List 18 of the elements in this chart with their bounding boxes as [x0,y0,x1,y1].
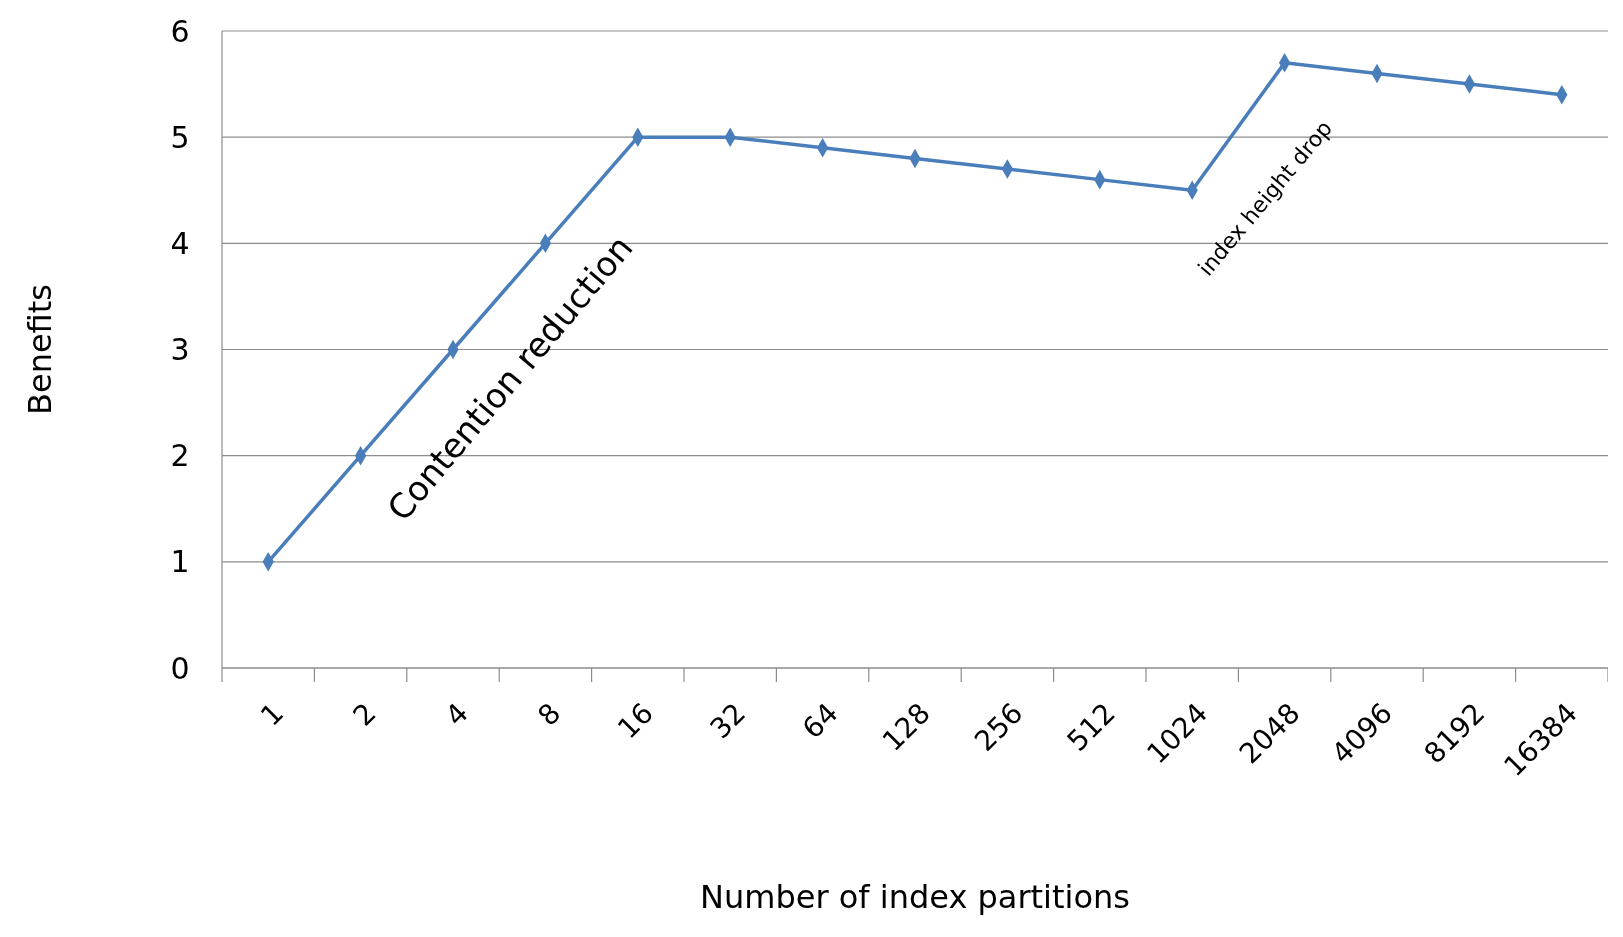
y-tick-label: 3 [170,332,190,367]
x-tick-label: 2 [346,696,383,733]
x-tick-label: 64 [795,696,845,746]
y-tick-label: 5 [170,119,190,155]
y-axis-title: Benefits [21,284,60,415]
x-tick-label: 1 [254,696,291,733]
x-tick-label: 4 [438,696,475,733]
y-tick-label: 2 [170,438,190,474]
y-tick-label: 0 [170,650,190,686]
y-tick-label: 1 [170,544,190,580]
y-tick-label: 6 [170,13,190,49]
x-tick-label: 128 [875,696,937,758]
x-axis-title: Number of index partitions [700,878,1130,916]
x-tick-label: 32 [703,696,753,746]
x-tick-label: 8 [531,696,568,733]
x-tick-label: 16 [611,696,660,746]
y-tick-label: 4 [170,225,190,261]
x-tick-label: 512 [1060,696,1122,758]
